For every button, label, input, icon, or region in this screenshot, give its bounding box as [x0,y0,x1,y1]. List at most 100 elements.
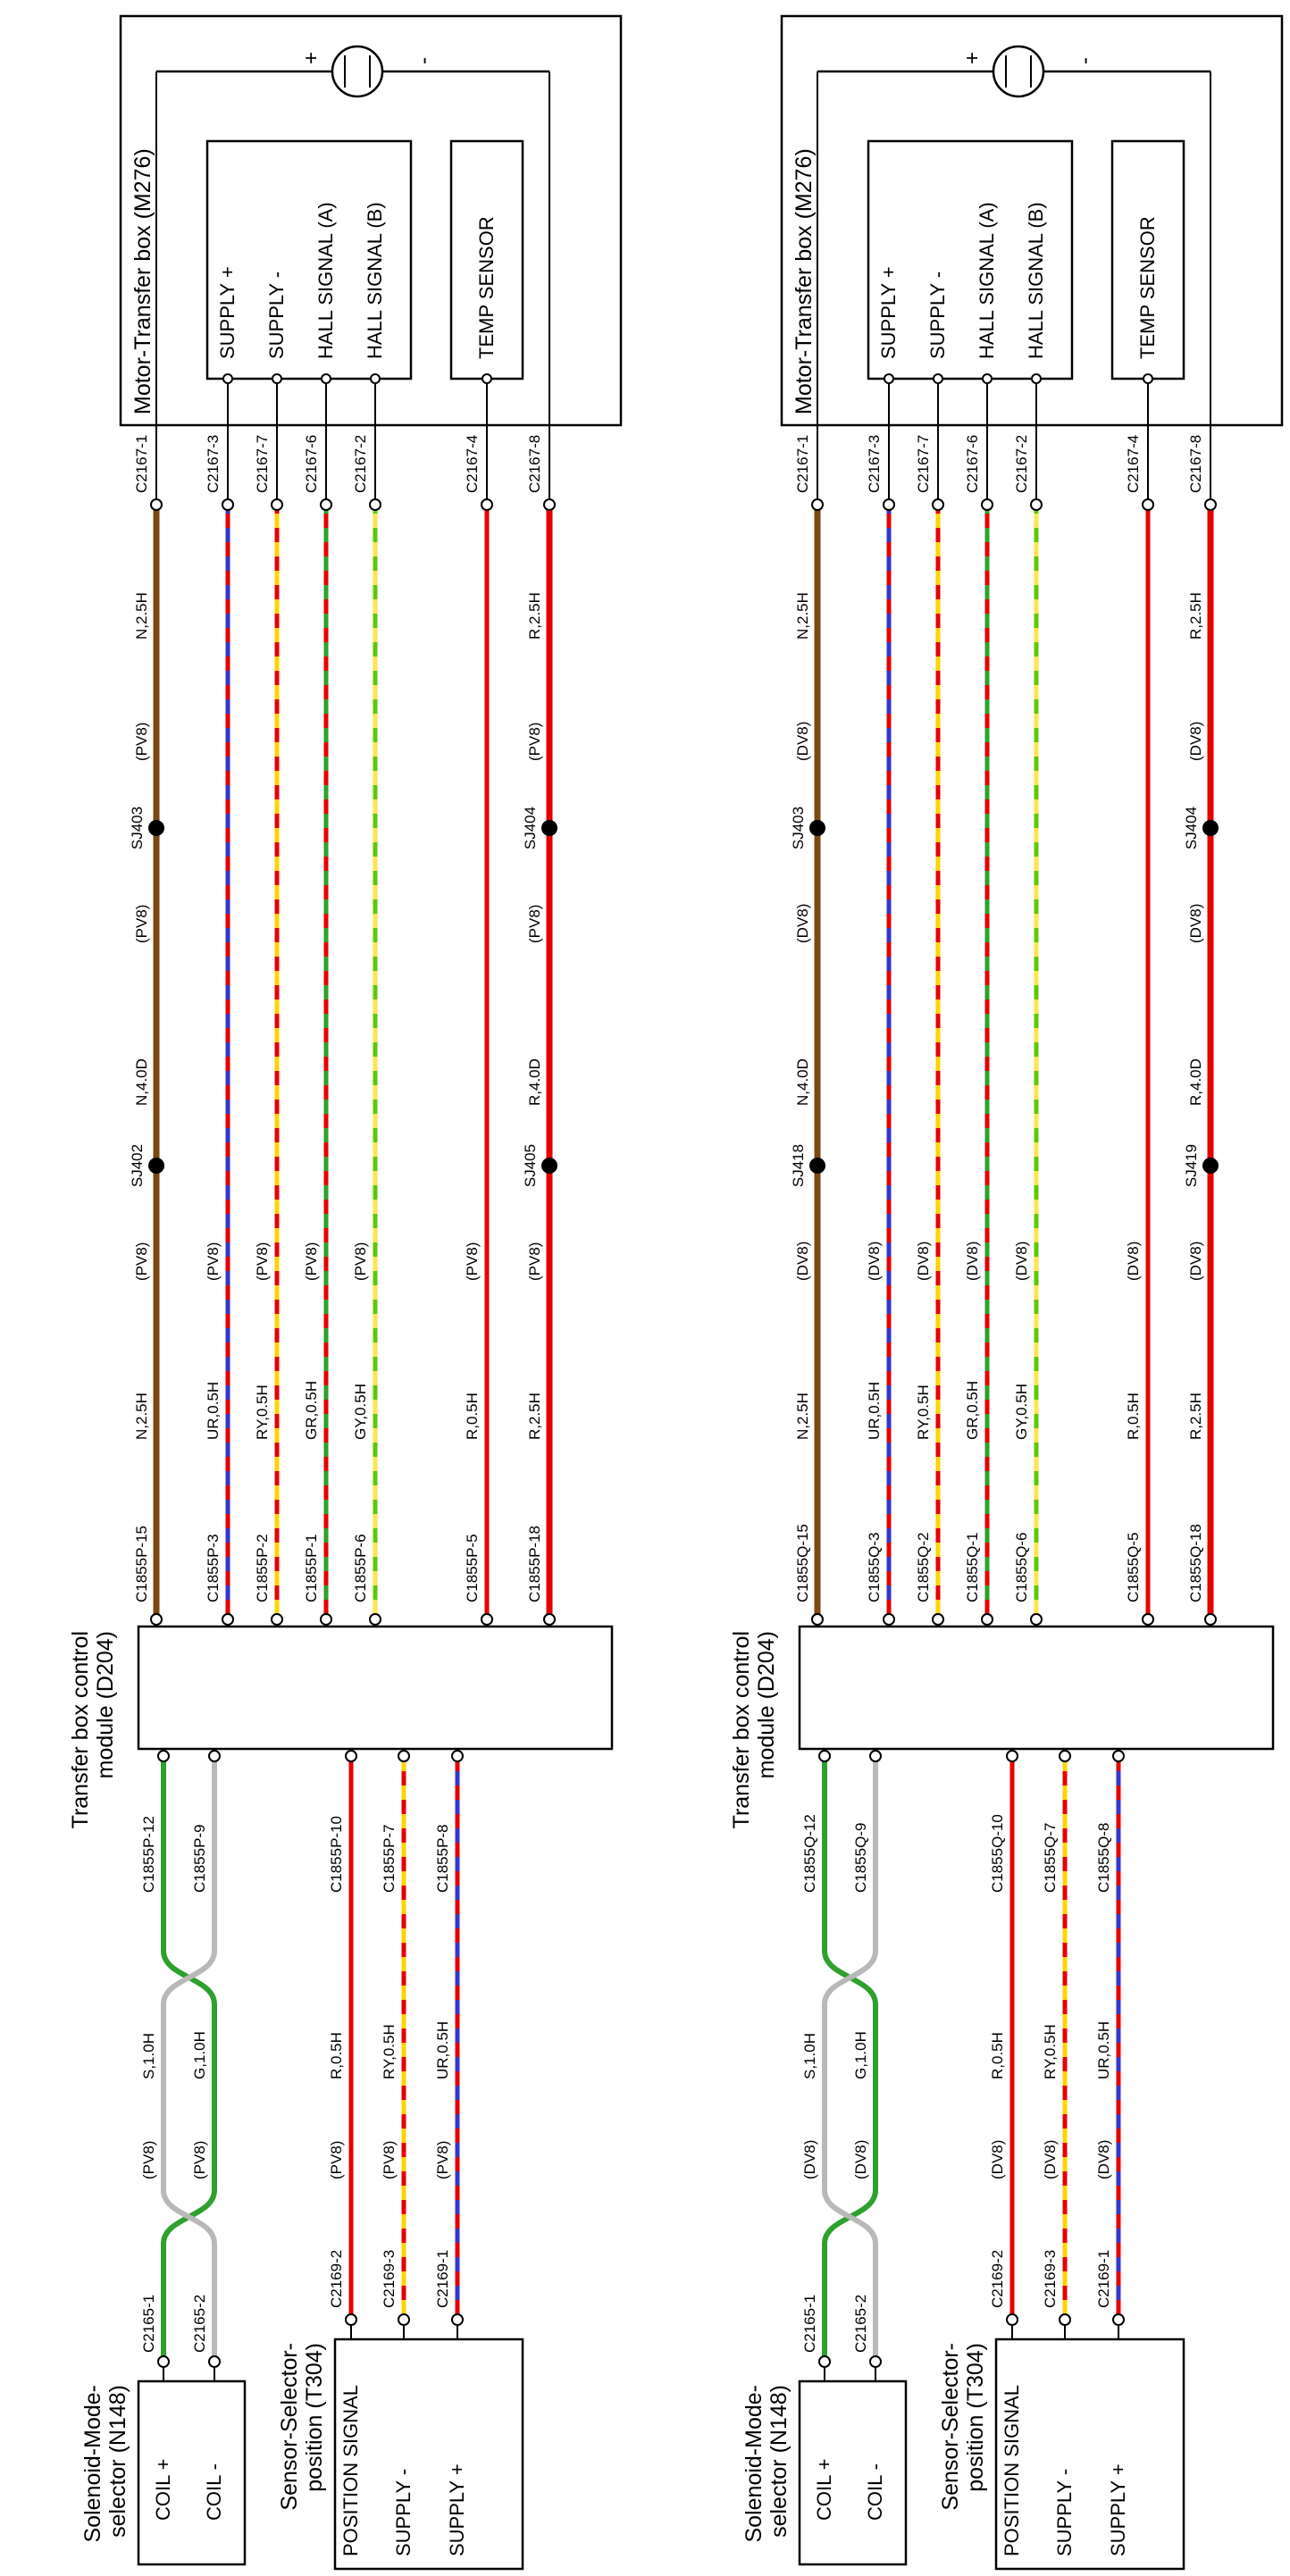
connector-label: C1855P-9 [191,1824,208,1893]
splice-dot [1202,820,1219,836]
connector-ring [320,498,332,511]
variant-tag: (DV8) [852,2140,869,2179]
wire-code-label: GY,0.5H [1013,1384,1030,1440]
component-title: module (D204) [93,1631,118,1778]
wire-code-label: RY,0.5H [254,1384,271,1440]
connector-ring [883,498,895,511]
variant-tag: (PV8) [381,2141,398,2179]
variant-tag: (DV8) [794,904,811,943]
motor-minus-label: - [1073,57,1097,64]
connector-ring [157,2355,170,2368]
pin-label: TEMP SENSOR [475,216,498,359]
connector-label: C1855P-3 [205,1534,222,1602]
connector-label: C1855Q-12 [801,1814,818,1893]
variant-tag: (DV8) [1125,1242,1142,1281]
variant-tag: (PV8) [526,1242,543,1281]
motor-minus-label: - [412,57,436,64]
splice-dot [541,1158,557,1174]
connector-ring [398,1750,410,1762]
connector-ring [271,1613,283,1626]
connector-label: C2167-7 [254,435,271,493]
variant-tag: (DV8) [866,1242,883,1281]
variant-tag: (PV8) [464,1242,481,1281]
pin-label: SUPPLY - [1053,2469,1076,2556]
connector-ring [932,1613,944,1626]
component-title: position (T304) [963,2343,988,2492]
variant-tag: (PV8) [205,1242,222,1281]
variant-tag: (PV8) [133,1242,150,1281]
connector-ring [811,498,824,511]
pin-label: SUPPLY + [1107,2463,1129,2556]
wire-code-label: R,2.5H [526,592,543,640]
connector-ring [981,1613,993,1626]
connector-ring [451,2313,464,2326]
connector-ring [1006,2313,1018,2326]
component-title: selector (N148) [105,2385,130,2538]
pin-label: COIL + [152,2459,174,2522]
control-module-box [137,1625,614,1751]
connector-ring [818,1750,831,1762]
sensor-selector-box [994,2338,1185,2571]
motor-plus-label: + [960,52,984,64]
variant-tag: (DV8) [794,722,811,761]
connector-label: C2167-1 [133,435,150,493]
pin [321,373,331,384]
connector-label: C1855P-15 [133,1526,150,1602]
connector-label: C1855Q-8 [1095,1823,1112,1893]
variant-tag: (PV8) [133,723,150,761]
pin-label: SUPPLY - [265,272,288,359]
splice-dot [541,820,557,836]
splice-dot [809,1158,825,1174]
variant-tag: (PV8) [191,2141,208,2179]
component-title: Motor-Transfer box (M276) [792,148,817,414]
motor-symbol-icon [331,45,384,98]
wire-code-label: GR,0.5H [964,1381,981,1440]
wire-code-label: GY,0.5H [352,1384,369,1440]
connector-label: C1855Q-10 [989,1814,1006,1893]
variant-tag: (DV8) [915,1242,932,1281]
variant-tag: (DV8) [989,2140,1006,2179]
connector-ring [222,498,234,511]
connector-label: C1855Q-15 [794,1524,811,1602]
pin-label: HALL SIGNAL (B) [364,202,386,359]
wire-code-label: R,0.5H [464,1393,481,1440]
wire-code-label: N,2.5H [794,592,811,640]
connector-ring [1059,1750,1071,1762]
connector-label: C2169-1 [434,2250,451,2308]
connector-label: C1855Q-9 [852,1823,869,1893]
pair-wire [161,1761,217,2356]
pin [884,373,894,384]
connector-ring [543,1613,556,1626]
connector-label: C1855P-18 [526,1526,543,1602]
splice-label: SJ402 [129,1144,146,1187]
variant-tag: (PV8) [352,1242,369,1281]
variant-tag: (PV8) [328,2141,345,2179]
connector-label: C2167-3 [205,435,222,493]
wire-code-label: R,4.0D [1187,1058,1204,1106]
pin [1031,373,1042,384]
pair-wire [822,1761,878,2356]
connector-label: C1855Q-2 [915,1533,932,1602]
connector-ring [150,498,163,511]
pin-label: COIL - [864,2463,886,2521]
wire-code-label: G,1.0H [191,2031,208,2079]
variant-tag: (PV8) [303,1242,320,1281]
connector-label: C1855P-2 [254,1534,271,1602]
component-title: position (T304) [302,2343,327,2492]
component-title: selector (N148) [766,2385,792,2538]
connector-ring [208,2355,221,2368]
splice-dot [1202,1158,1219,1174]
solenoid-selector-box [798,2379,908,2566]
splice-label: SJ419 [1183,1144,1200,1187]
pin-label: SUPPLY + [446,2463,468,2556]
motor-symbol-icon [992,45,1045,98]
connector-ring [981,498,993,511]
pin [370,373,381,384]
wire-code-label: R,4.0D [526,1058,543,1106]
wire-code-label: GR,0.5H [303,1381,320,1440]
connector-ring [869,1750,882,1762]
wire-code-label: RY,0.5H [381,2024,398,2079]
connector-label: C2167-4 [464,435,481,493]
connector-ring [1030,498,1043,511]
